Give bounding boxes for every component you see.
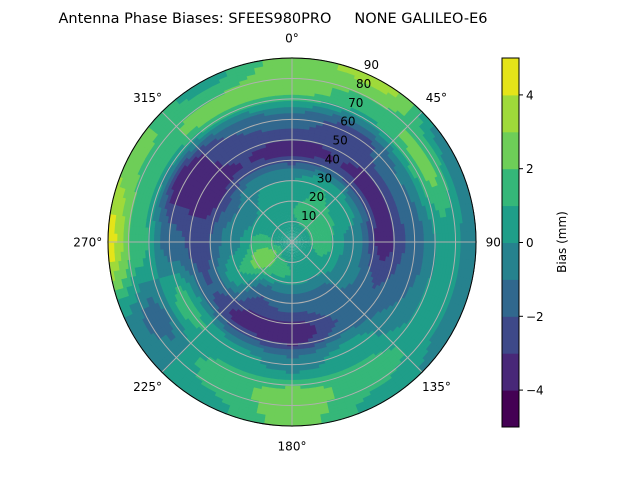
chart-title: Antenna Phase Biases: SFEES980PRO NONE G… [59,11,488,27]
